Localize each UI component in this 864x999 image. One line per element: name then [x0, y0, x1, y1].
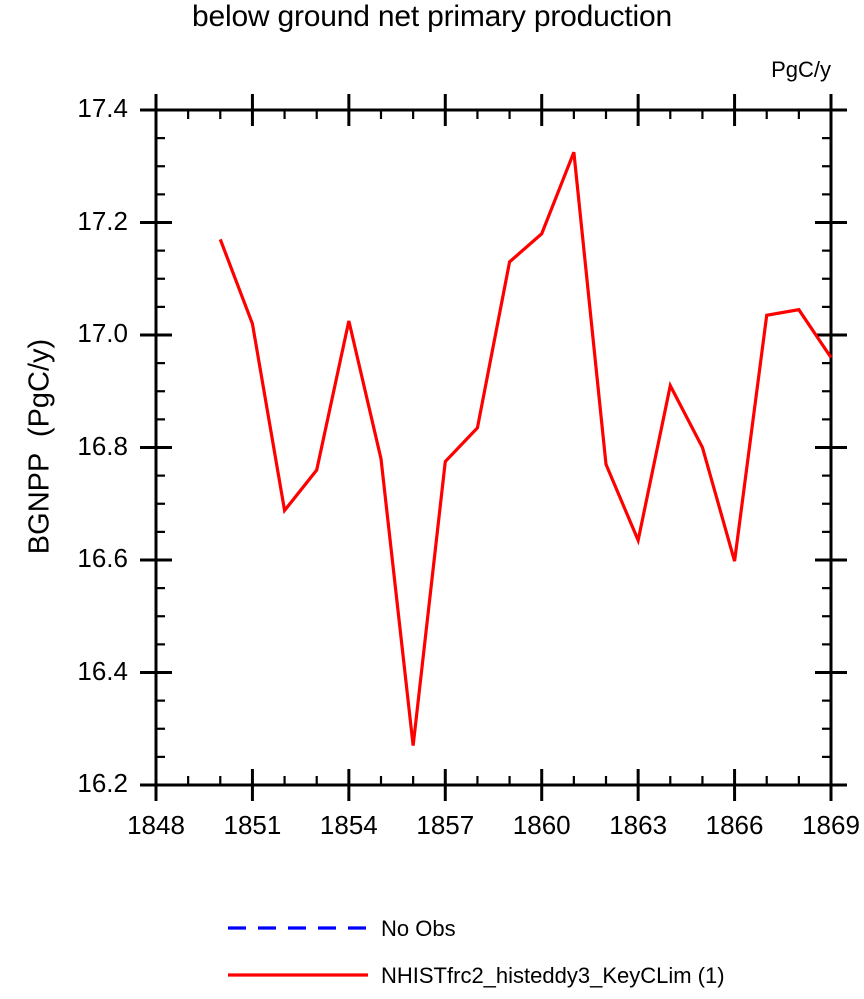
data-series-line: [218, 151, 833, 746]
y-tick-label: 17.2: [77, 205, 128, 236]
legend-marks: [228, 926, 368, 977]
x-tick-label: 1869: [802, 810, 860, 840]
x-tick-label: 1851: [223, 810, 282, 840]
y-tick-label: 16.6: [77, 543, 128, 573]
legend-item-series-1[interactable]: NHISTfrc2_histeddy3_KeyCLim (1): [381, 963, 725, 988]
x-tick-label: 1860: [512, 810, 571, 840]
y-tick-label: 16.4: [77, 655, 128, 686]
axis-ticks: [140, 94, 847, 801]
plot-frame: [154, 108, 833, 787]
unit-annotation: PgC/y: [771, 57, 831, 82]
legend-item-no-obs[interactable]: No Obs: [381, 916, 456, 941]
y-tick-label: 16.8: [77, 430, 128, 461]
x-tick-label: 1857: [416, 810, 475, 840]
y-tick-label: 16.2: [77, 768, 128, 798]
y-tick-label: 17.4: [77, 93, 128, 123]
x-tick-label: 1854: [319, 810, 378, 840]
x-tick-label: 1863: [609, 810, 668, 840]
x-tick-label: 1848: [127, 810, 185, 840]
x-tick-label: 1866: [705, 810, 764, 840]
y-tick-label: 17.0: [77, 318, 128, 348]
page-title: below ground net primary production: [192, 0, 672, 33]
